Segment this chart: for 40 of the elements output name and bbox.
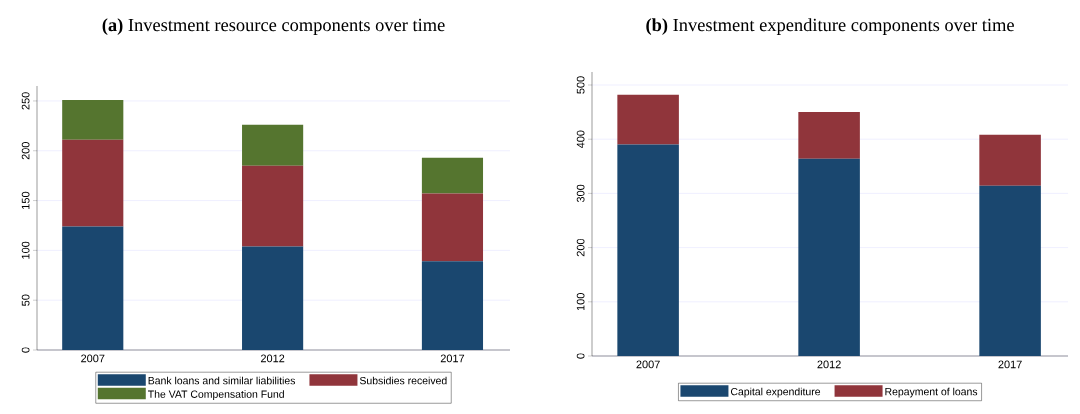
chart-title: (a) Investment resource components over time: [102, 18, 445, 35]
x-tick-label: 2012: [260, 354, 285, 363]
y-tick-label: 500: [576, 76, 585, 94]
legend-label: Repayment of loans: [885, 387, 978, 398]
legend-label: Subsidies received: [359, 376, 447, 385]
bar: [617, 94, 679, 145]
y-tick-label: 0: [21, 347, 30, 353]
legend-label: The VAT Compensation Fund: [148, 390, 284, 400]
bar: [979, 134, 1041, 186]
x-tick-label: 2012: [817, 360, 841, 369]
y-tick-label: 200: [576, 238, 585, 257]
bar: [798, 158, 860, 356]
x-tick-label: 2017: [440, 354, 465, 363]
legend-label: Bank loans and similar liabilities: [148, 376, 296, 385]
bar: [421, 193, 484, 262]
bar: [62, 99, 124, 140]
x-tick-label: 2017: [998, 360, 1022, 369]
bar: [62, 226, 124, 350]
y-tick-label: 200: [21, 142, 30, 160]
y-tick-label: 0: [576, 353, 585, 359]
y-tick-label: 50: [21, 294, 30, 306]
y-tick-label: 100: [576, 293, 585, 311]
bar: [979, 185, 1041, 356]
bar: [617, 144, 679, 356]
bar: [242, 124, 304, 166]
x-tick-label: 2007: [81, 354, 105, 363]
bar: [62, 139, 124, 227]
y-tick-label: 150: [21, 191, 30, 209]
y-tick-label: 100: [21, 241, 30, 259]
bar: [242, 246, 304, 350]
bar: [242, 165, 304, 247]
y-tick-label: 300: [576, 184, 585, 203]
bar: [421, 157, 484, 194]
x-tick-label: 2007: [636, 360, 660, 369]
y-tick-label: 250: [21, 92, 30, 110]
legend-label: Capital expenditure: [730, 387, 821, 398]
y-tick-label: 400: [576, 130, 585, 149]
bar: [421, 261, 484, 350]
bar: [798, 112, 860, 159]
chart-title: (b) Investment expenditure components over time: [646, 18, 1014, 35]
